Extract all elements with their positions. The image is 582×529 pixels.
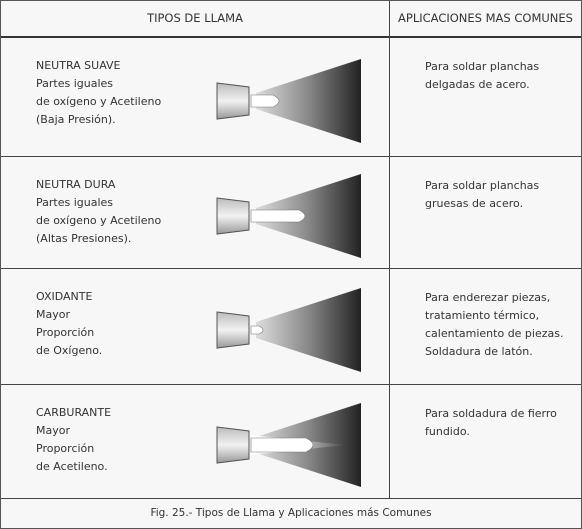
flame-description: de Acetileno. [36,460,108,473]
application: gruesas de acero. [425,197,524,210]
application: delgadas de acero. [425,78,530,91]
header-cell: APLICACIONES MAS COMUNES [390,1,581,38]
caption: Fig. 25.- Tipos de Llama y Aplicaciones … [150,507,432,519]
flame-drawing [216,174,361,258]
row-divider [1,268,581,269]
flame-description: de oxígeno y Acetileno [36,214,162,227]
flame-name: NEUTRA SUAVE [36,59,121,72]
flame-name: CARBURANTE [36,406,112,419]
flame-description: (Altas Presiones). [36,232,132,245]
application: calentamiento de piezas. [425,327,564,340]
flame-description: (Baja Presión). [36,113,116,126]
flame-description: Proporción [36,442,95,455]
application: tratamiento térmico, [425,309,540,322]
flame-description: Mayor [36,308,70,321]
flame-description: Mayor [36,424,70,437]
row-divider [1,498,581,499]
row-divider [1,384,581,385]
column-divider [389,1,390,498]
application: Para soldar planchas [425,179,540,192]
application: Para enderezar piezas, [425,291,551,304]
header-cell: TIPOS DE LLAMA [1,1,389,38]
application: Para soldar planchas [425,60,540,73]
application: fundido. [425,425,470,438]
flame-drawing [216,288,361,372]
flame-description: de oxígeno y Acetileno [36,95,162,108]
row-divider [1,156,581,157]
application: Soldadura de latón. [425,345,533,358]
flame-name: OXIDANTE [36,290,93,303]
flame-drawing [216,403,361,487]
flame-description: Partes iguales [36,77,114,90]
flame-description: Partes iguales [36,196,114,209]
flame-drawing [216,58,361,143]
application: Para soldadura de fierro [425,407,557,420]
flame-description: de Oxígeno. [36,344,103,357]
flame-description: Proporción [36,326,95,339]
flame-name: NEUTRA DURA [36,178,116,191]
